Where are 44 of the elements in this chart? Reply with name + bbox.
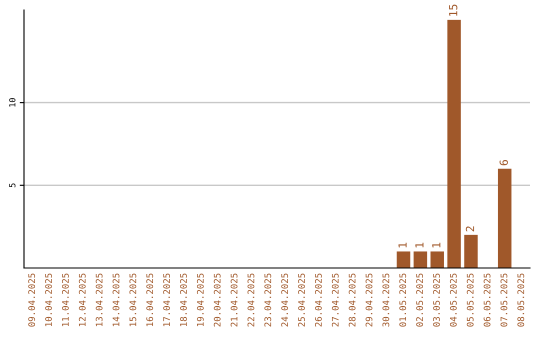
x-tick-label: 03.05.2025 [433,274,440,327]
data-label: 1 [432,242,440,248]
data-label: 1 [398,242,407,248]
bar [414,251,428,268]
x-tick-label: 06.05.2025 [484,274,490,327]
x-tick-label: 20.04.2025 [214,274,221,327]
bar [430,251,444,268]
y-tick-label: 5 [9,183,16,188]
x-tick-label: 14.04.2025 [112,274,120,326]
x-tick-label: 19.04.2025 [196,274,204,326]
x-tick-label: 28.04.2025 [348,274,356,327]
x-tick-label: 07.05.2025 [500,274,508,327]
bar [396,251,410,268]
x-tick-label: 29.04.2025 [366,274,372,327]
x-tick-label: 23.04.2025 [264,274,272,327]
x-tick-label: 26.04.2025 [314,274,322,327]
x-tick-label: 21.04.2025 [230,274,238,327]
x-tick-label: 15.04.2025 [129,274,136,326]
x-tick-label: 12.04.2025 [78,274,86,326]
x-tick-label: 17.04.2025 [163,274,170,326]
x-tick-label: 05.05.2025 [466,274,474,327]
x-tick-label: 01.05.2025 [399,274,406,327]
bar [464,234,478,268]
x-tick-label: 16.04.2025 [146,274,154,326]
data-label: 2 [466,226,474,232]
data-label: 15 [449,4,458,16]
x-tick-label: 04.05.2025 [450,274,457,327]
y-tick-label: 10 [9,98,16,107]
x-tick-label: 13.04.2025 [96,274,103,326]
x-tick-label: 25.04.2025 [298,274,305,327]
x-tick-label: 24.04.2025 [281,274,288,327]
bar [447,20,461,268]
x-tick-label: 22.04.2025 [248,274,254,327]
x-tick-label: 18.04.2025 [180,274,187,326]
data-label: 6 [500,160,508,166]
x-tick-label: 09.04.2025 [28,274,36,327]
bar [498,168,512,268]
x-tick-label: 10.04.2025 [45,274,52,326]
x-tick-label: 11.04.2025 [62,274,69,326]
x-tick-label: 30.04.2025 [382,274,390,327]
x-tick-label: 27.04.2025 [332,274,339,327]
x-tick-label: 02.05.2025 [416,274,424,327]
x-tick-label: 08.05.2025 [517,274,524,327]
data-label: 1 [415,242,424,248]
